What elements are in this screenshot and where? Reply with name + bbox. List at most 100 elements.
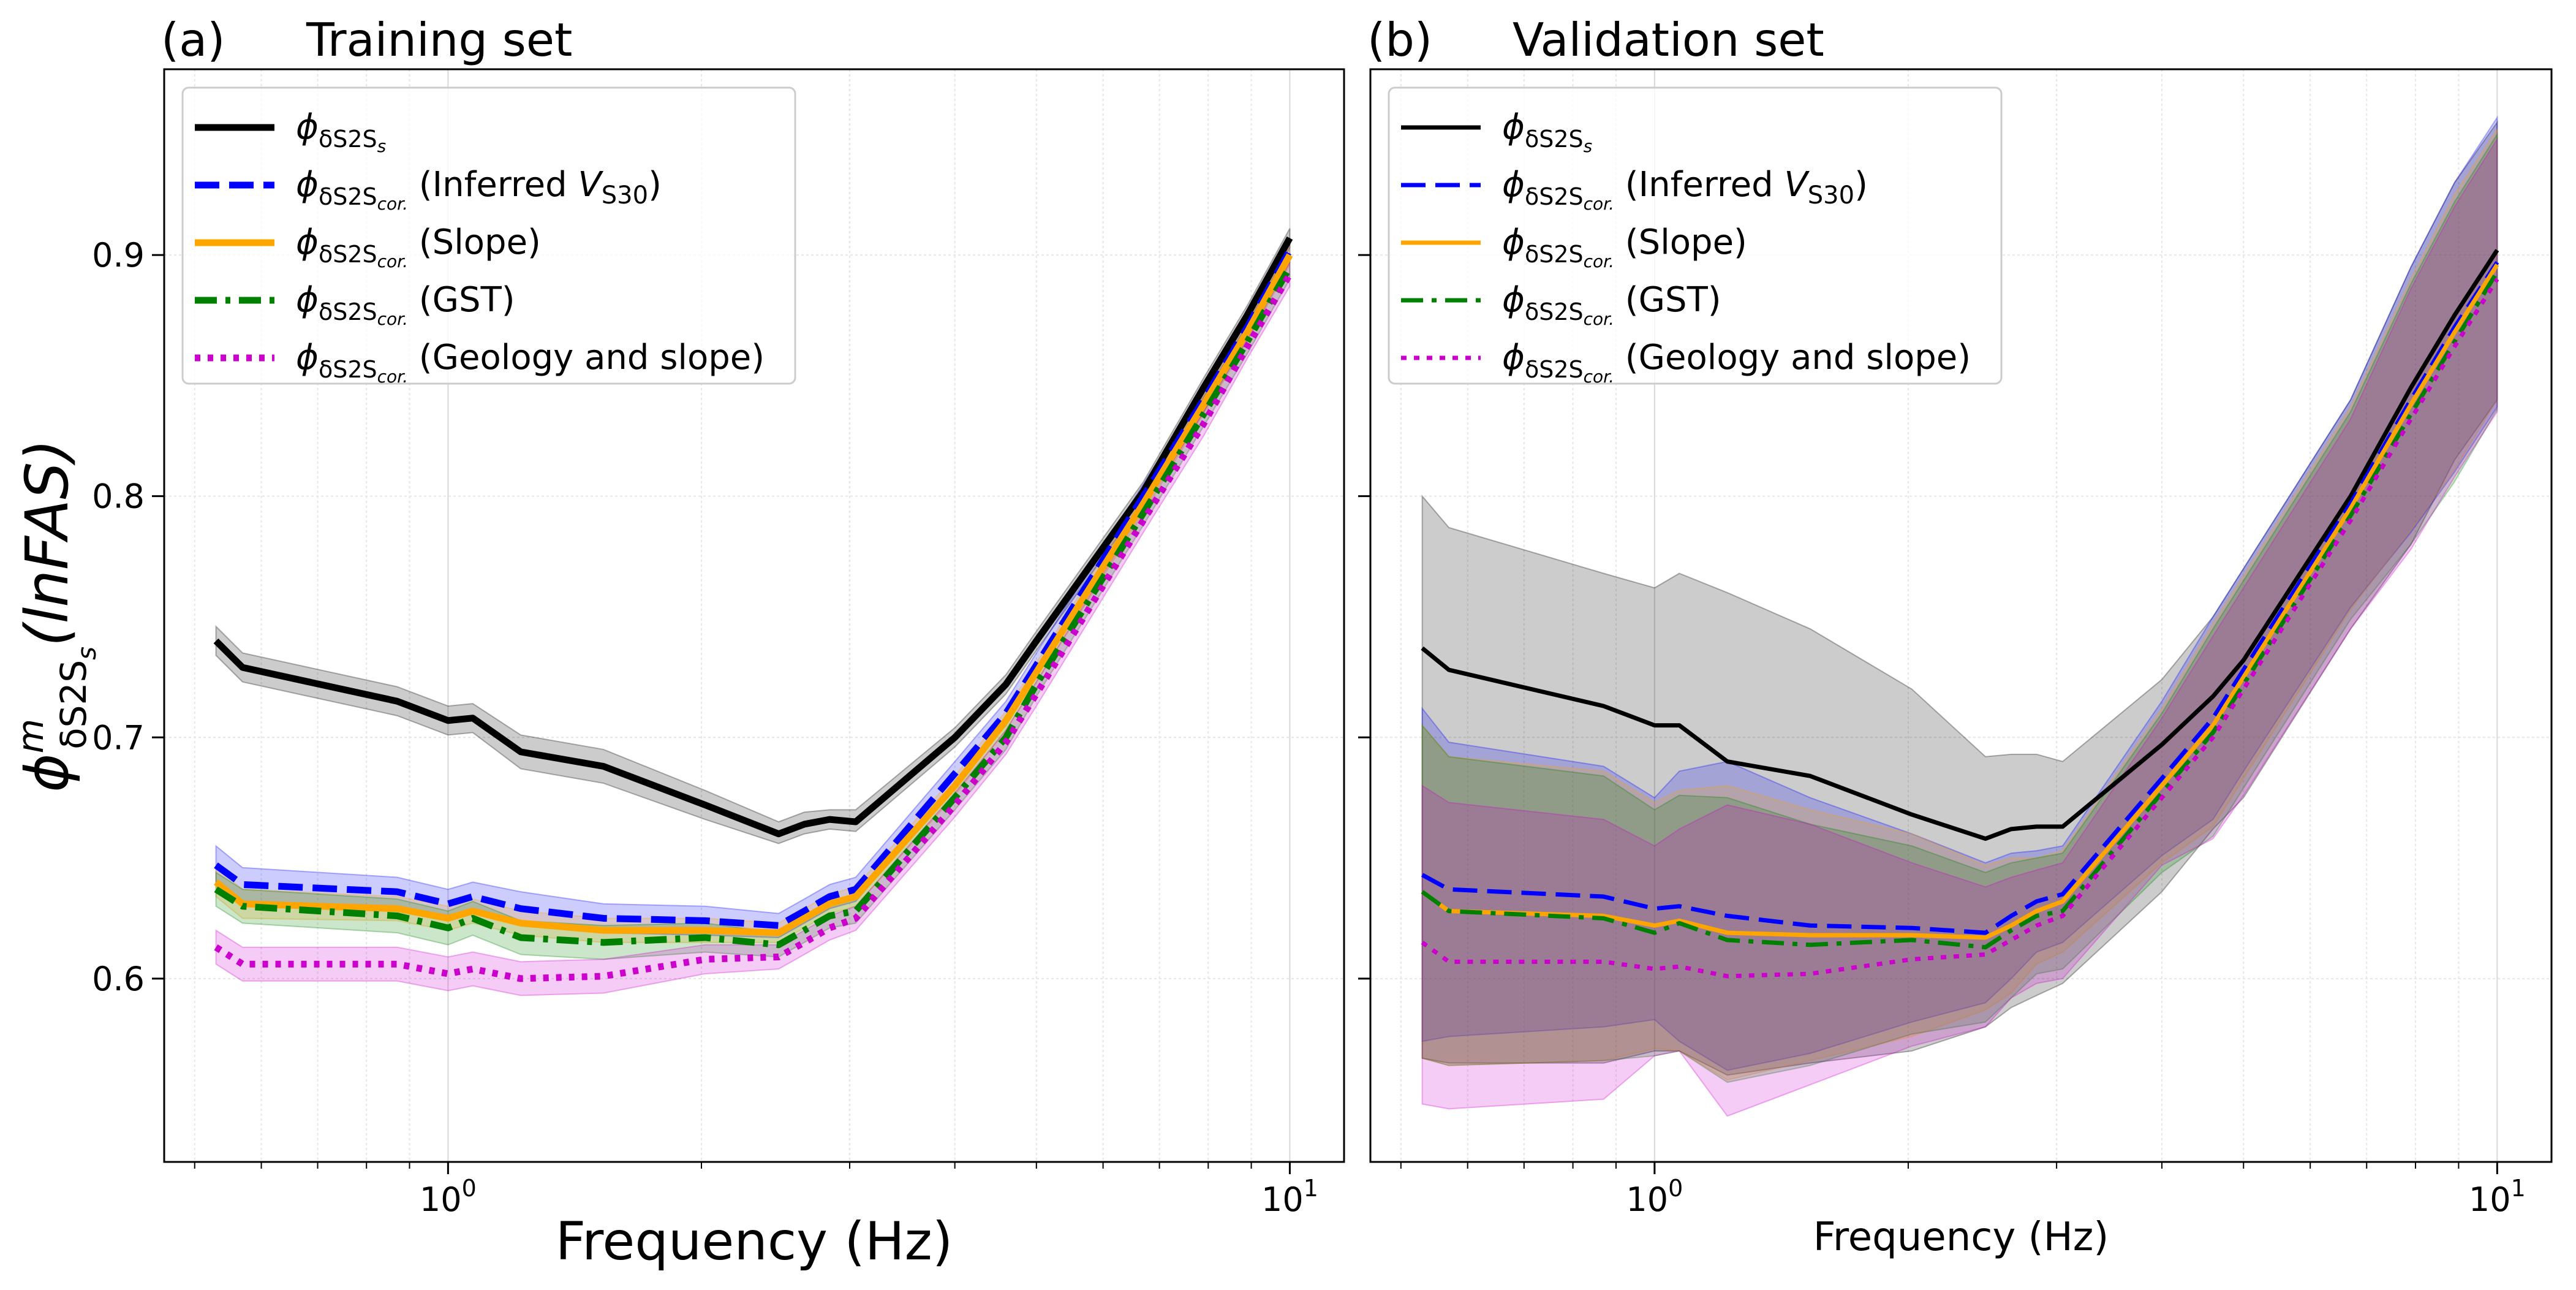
panel-label: (a)	[161, 13, 225, 67]
legend-subsub: cor.	[1584, 194, 1614, 214]
legend-entry-3: ϕδS2Scor. (GST)	[1502, 280, 1721, 329]
legend-subsub: s	[377, 136, 387, 156]
legend-sub: δS2S	[319, 356, 377, 383]
legend-frame	[1388, 86, 2003, 385]
legend-sub: δS2S	[1525, 356, 1584, 383]
legend-entry-2: ϕδS2Scor. (Slope)	[296, 222, 541, 271]
ylabel-subsub: s	[72, 647, 102, 660]
legend-frame	[181, 86, 796, 385]
legend-sub: δS2S	[319, 126, 377, 153]
legend-sub: δS2S	[319, 183, 377, 210]
confidence-band-0	[215, 228, 1291, 844]
legend-symbol: ϕ	[1502, 280, 1525, 320]
legend-entry-4: ϕδS2Scor. (Geology and slope)	[296, 338, 765, 387]
legend-entry-4: ϕδS2Scor. (Geology and slope)	[1502, 338, 1971, 387]
ylabel-suffix: (lnFAS)	[13, 439, 81, 647]
axes-frame	[163, 68, 1345, 1163]
legend-symbol: ϕ	[1502, 338, 1525, 378]
legend-entry-0: ϕδS2Ss	[296, 107, 386, 156]
ylabel-sup: m	[10, 719, 51, 754]
series-line-3	[214, 265, 1293, 949]
legend-suffix: (Inferred	[1614, 165, 1784, 205]
legend-entry-2: ϕδS2Scor. (Slope)	[1502, 222, 1747, 271]
series-line-2	[214, 253, 1293, 936]
legend-sub: δS2S	[1525, 126, 1584, 153]
confidence-band-2	[1421, 127, 2498, 1081]
legend-entry-1: ϕδS2Scor. (Inferred VS30)	[296, 165, 662, 214]
series-line-0	[1421, 249, 2499, 841]
legend-suffix: (Slope)	[408, 222, 541, 262]
legend-sub: δS2S	[1525, 183, 1584, 210]
legend-subsub: cor.	[1584, 366, 1614, 387]
legend-suffix: (Geology and slope)	[408, 338, 765, 378]
legend-subsub: cor.	[1584, 309, 1614, 329]
legend-subsub: cor.	[377, 194, 408, 214]
legend-symbol: ϕ	[296, 338, 319, 378]
legend-vs-sub: S30	[1808, 181, 1854, 210]
x-tick-base: 10	[1261, 1180, 1304, 1219]
panel-label: (b)	[1367, 13, 1432, 67]
panel-title: Validation set	[1513, 13, 1824, 67]
legend-suffix: (GST)	[408, 280, 515, 320]
legend-suffix: (Geology and slope)	[1614, 338, 1971, 378]
legend-close: )	[648, 165, 662, 205]
x-tick-exponent: 0	[462, 1175, 477, 1202]
confidence-band-4	[1421, 137, 2498, 1117]
x-tick-label: 100	[420, 1175, 477, 1219]
panel-title: Training set	[306, 13, 572, 67]
x-tick-label: 100	[1626, 1175, 1683, 1219]
axes-frame	[1369, 68, 2553, 1163]
legend-sub: δS2S	[1525, 241, 1584, 268]
ylabel-symbol: ϕ	[13, 753, 81, 792]
legend-sub: δS2S	[1525, 298, 1584, 325]
legend-symbol: ϕ	[296, 165, 319, 205]
legend-sub: δS2S	[319, 298, 377, 325]
legend-symbol: ϕ	[1502, 107, 1525, 147]
legend-subsub: cor.	[377, 309, 408, 329]
x-tick-base: 10	[1626, 1180, 1668, 1219]
confidence-band-1	[1421, 115, 2498, 1071]
y-tick-label: 0.9	[92, 236, 145, 275]
confidence-band-0	[1421, 120, 2498, 1076]
legend-vs-sub: S30	[602, 181, 648, 210]
x-tick-label: 101	[1261, 1175, 1318, 1219]
legend-subsub: cor.	[377, 251, 408, 271]
legend-close: )	[1854, 165, 1868, 205]
series-line-1	[214, 248, 1293, 929]
legend-suffix: (Inferred	[408, 165, 578, 205]
x-tick-label: 101	[2469, 1175, 2526, 1219]
legend-subsub: s	[1584, 136, 1593, 156]
ylabel-sub: δS2S	[53, 660, 94, 749]
x-tick-exponent: 0	[1668, 1175, 1683, 1202]
legend-vs: V	[578, 165, 603, 205]
legend-symbol: ϕ	[1502, 222, 1525, 262]
y-tick-label: 0.6	[92, 960, 145, 998]
y-tick-label: 0.8	[92, 477, 145, 516]
legend-symbol: ϕ	[296, 280, 319, 320]
legend-subsub: cor.	[377, 366, 408, 387]
confidence-band-3	[1421, 132, 2498, 1083]
x-tick-base: 10	[420, 1180, 462, 1219]
series-line-3	[1421, 270, 2499, 950]
legend-entry-1: ϕδS2Scor. (Inferred VS30)	[1502, 165, 1868, 214]
legend-entry-3: ϕδS2Scor. (GST)	[296, 280, 515, 329]
legend-entry-0: ϕδS2Ss	[1502, 107, 1592, 156]
legend-symbol: ϕ	[1502, 165, 1525, 205]
x-axis-label: Frequency (Hz)	[1813, 1215, 2109, 1260]
series-line-2	[1421, 263, 2499, 940]
legend-subsub: cor.	[1584, 251, 1614, 271]
x-tick-exponent: 1	[2511, 1175, 2526, 1202]
legend-suffix: (GST)	[1614, 280, 1721, 320]
legend-symbol: ϕ	[296, 222, 319, 262]
legend-suffix: (Slope)	[1614, 222, 1747, 262]
series-line-1	[1421, 260, 2499, 935]
series-line-4	[1421, 278, 2499, 979]
x-tick-base: 10	[2469, 1180, 2511, 1219]
y-axis-label: ϕmδS2Ss(lnFAS)	[10, 439, 102, 792]
legend-symbol: ϕ	[296, 107, 319, 147]
